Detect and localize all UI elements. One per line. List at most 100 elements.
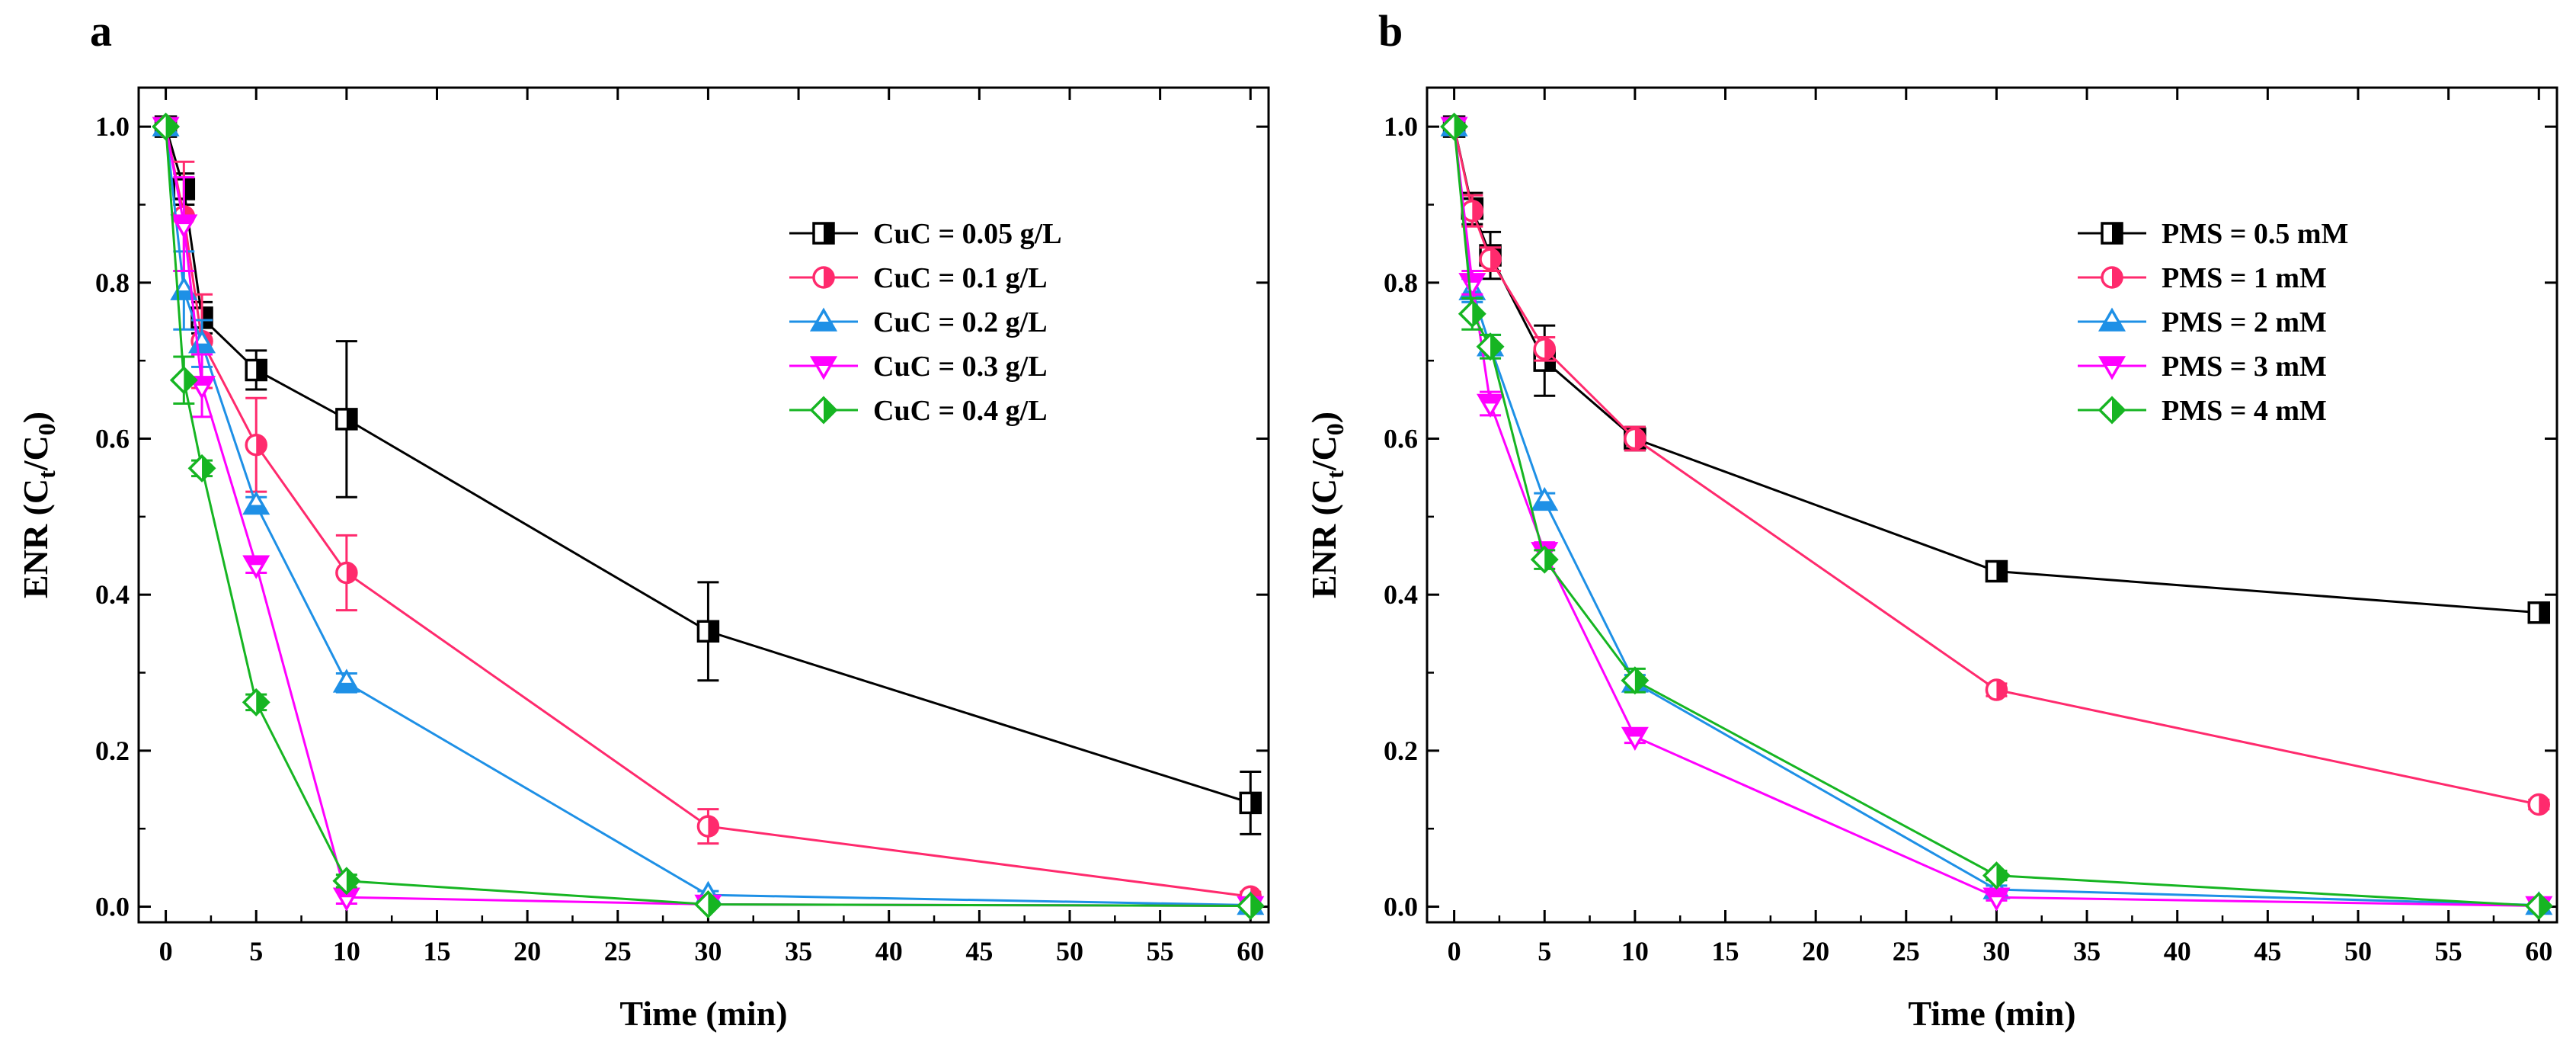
x-tick-label: 15 <box>424 936 451 966</box>
legend-entry: CuC = 0.4 g/L <box>789 395 1048 427</box>
legend-marker <box>809 307 838 332</box>
data-point <box>242 555 270 579</box>
legend-entry: CuC = 0.3 g/L <box>789 351 1048 383</box>
y-axis: 0.0 0.2 0.4 0.6 0.8 1.0 <box>1384 111 2557 922</box>
legend: PMS = 0.5 mM PMS = 1 mM PMS = 2 mM PMS = 3 … <box>2078 218 2348 427</box>
y-tick-label: 1.0 <box>1384 111 1418 142</box>
data-point <box>335 561 358 585</box>
legend-marker <box>2098 396 2126 425</box>
data-point <box>1479 248 1502 271</box>
x-tick-label: 35 <box>785 936 812 966</box>
legend-label: PMS = 0.5 mM <box>2162 218 2348 250</box>
legend-label: CuC = 0.1 g/L <box>873 262 1048 294</box>
data-point <box>245 433 267 457</box>
data-point <box>335 408 358 431</box>
series-group <box>152 112 1265 921</box>
x-tick-label: 30 <box>1982 936 2010 966</box>
panel-label: b <box>1378 6 1403 56</box>
legend-marker <box>809 396 838 425</box>
legend-label: CuC = 0.2 g/L <box>873 306 1048 338</box>
data-point <box>2527 601 2551 624</box>
legend-marker <box>2101 222 2123 245</box>
y-tick-label: 1.0 <box>95 111 130 142</box>
x-tick-label: 0 <box>1448 936 1461 966</box>
series-group <box>1440 112 2553 921</box>
data-point <box>332 668 360 693</box>
x-tick-label: 50 <box>1056 936 1083 966</box>
x-tick-label: 50 <box>2344 936 2372 966</box>
legend-entry: CuC = 0.05 g/L <box>789 218 1062 250</box>
series-line <box>1453 127 2539 906</box>
series-line <box>165 126 1251 898</box>
legend-label: PMS = 3 mM <box>2162 351 2327 383</box>
series-4 <box>152 117 1265 921</box>
series-line <box>165 127 1251 906</box>
legend-marker <box>2098 356 2126 380</box>
series-line <box>1453 126 2539 614</box>
series-line <box>165 126 1251 804</box>
data-point <box>1621 726 1649 751</box>
data-point <box>1985 559 2008 583</box>
chart-b-svg: b 0.0 0.2 0.4 0.6 0.8 1.0 0 5 10 15 20 25 30 35 40 45 50 5… <box>1304 6 2558 1033</box>
x-tick-label: 45 <box>965 936 993 966</box>
data-point <box>2527 793 2551 816</box>
legend-entry: PMS = 1 mM <box>2078 262 2327 294</box>
legend-label: CuC = 0.3 g/L <box>873 351 1048 383</box>
x-tick-label: 55 <box>2435 936 2462 966</box>
legend-marker <box>809 356 838 380</box>
legend-label: CuC = 0.4 g/L <box>873 395 1048 427</box>
x-tick-label: 5 <box>249 936 263 966</box>
x-tick-label: 15 <box>1712 936 1739 966</box>
data-point <box>1458 273 1486 297</box>
series-line <box>165 127 1251 908</box>
y-tick-label: 0.0 <box>1384 892 1418 922</box>
x-tick-label: 20 <box>514 936 541 966</box>
data-point <box>170 214 198 239</box>
x-tick-label: 5 <box>1538 936 1551 966</box>
plot-frame <box>137 86 1270 924</box>
data-point <box>242 490 270 515</box>
data-point <box>696 815 720 838</box>
legend-entry: PMS = 0.5 mM <box>2078 218 2348 250</box>
y-tick-label: 0.8 <box>1384 268 1418 298</box>
x-tick-label: 60 <box>2525 936 2552 966</box>
series-line <box>1453 127 2539 908</box>
panel-label: a <box>90 6 112 56</box>
data-point <box>696 620 720 643</box>
x-tick-label: 35 <box>2073 936 2101 966</box>
x-tick-label: 10 <box>1621 936 1649 966</box>
legend-entry: CuC = 0.2 g/L <box>789 306 1048 338</box>
series-4 <box>1440 117 2553 921</box>
x-tick-label: 40 <box>2164 936 2191 966</box>
y-tick-label: 0.2 <box>95 736 130 766</box>
legend-entry: PMS = 2 mM <box>2078 306 2327 338</box>
y-axis-title: ENR (Ct​/C0​) <box>16 412 60 598</box>
legend-marker <box>812 266 835 289</box>
series-2 <box>1442 115 2551 816</box>
plot-frame <box>1426 86 2558 924</box>
x-tick-label: 60 <box>1237 936 1264 966</box>
x-tick-label: 30 <box>694 936 722 966</box>
y-tick-label: 0.6 <box>1384 424 1418 454</box>
series-3 <box>1440 112 2553 915</box>
legend-marker <box>2098 307 2126 332</box>
series-1 <box>154 115 1262 835</box>
data-point <box>1624 427 1646 450</box>
y-axis: 0.0 0.2 0.4 0.6 0.8 1.0 <box>95 111 1269 922</box>
x-tick-label: 10 <box>333 936 360 966</box>
series-1 <box>1442 115 2551 624</box>
series-5 <box>1440 112 2553 920</box>
legend-entry: PMS = 4 mM <box>2078 395 2327 427</box>
data-point <box>1985 678 2008 701</box>
x-axis-title: Time (min) <box>1908 994 2075 1033</box>
x-axis: 0 5 10 15 20 25 30 35 40 45 50 55 60 <box>159 88 1264 966</box>
x-tick-label: 55 <box>1147 936 1174 966</box>
legend-label: PMS = 4 mM <box>2162 395 2327 427</box>
data-point <box>1531 486 1559 511</box>
y-tick-label: 0.0 <box>95 892 130 922</box>
chart-a-svg: a 0.0 0.2 0.4 0.6 0.8 1.0 0 5 10 15 20 25 30 35 40 45 50 5… <box>16 6 1270 1033</box>
legend-label: CuC = 0.05 g/L <box>873 218 1062 250</box>
legend-entry: CuC = 0.1 g/L <box>789 262 1048 294</box>
y-tick-label: 0.4 <box>95 579 130 610</box>
chart-panel-a: a 0.0 0.2 0.4 0.6 0.8 1.0 0 5 10 15 20 25 30 35 40 45 50 5… <box>16 6 1270 1033</box>
